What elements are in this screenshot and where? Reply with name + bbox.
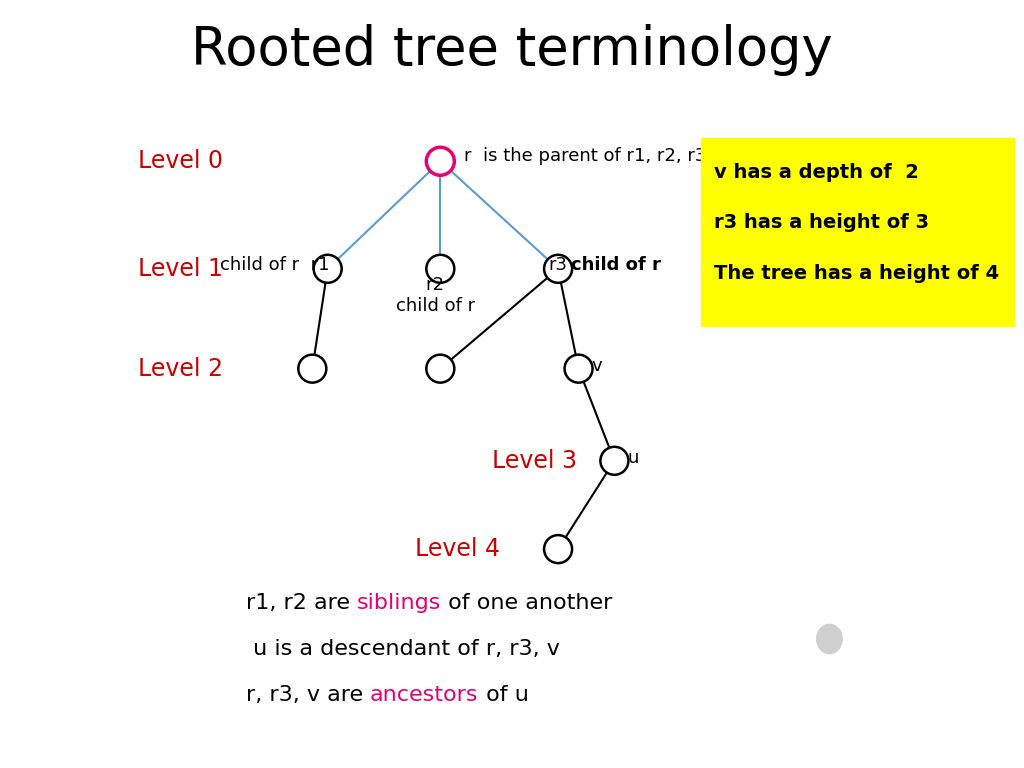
Text: r, r3, v are: r, r3, v are [246, 685, 370, 705]
Text: siblings: siblings [357, 593, 441, 613]
Text: u is a descendant of r, r3, v: u is a descendant of r, r3, v [246, 639, 560, 659]
Text: Level 2: Level 2 [138, 356, 223, 381]
Text: v has a depth of  2: v has a depth of 2 [714, 163, 919, 181]
Text: u: u [628, 449, 639, 468]
Ellipse shape [426, 147, 455, 175]
Text: v: v [592, 357, 602, 376]
Text: Level 4: Level 4 [415, 537, 500, 561]
Text: r1, r2 are: r1, r2 are [246, 593, 357, 613]
Text: of one another: of one another [441, 593, 612, 613]
Text: r2
child of r: r2 child of r [395, 276, 475, 316]
Text: child of r: child of r [571, 256, 662, 274]
Ellipse shape [544, 535, 572, 563]
Text: Level 1: Level 1 [138, 257, 223, 281]
Text: r  is the parent of r1, r2, r3: r is the parent of r1, r2, r3 [464, 147, 707, 165]
Text: Rooted tree terminology: Rooted tree terminology [191, 24, 833, 76]
Text: of u: of u [478, 685, 528, 705]
Text: child of r  r1: child of r r1 [220, 256, 330, 274]
Text: ancestors: ancestors [370, 685, 478, 705]
Ellipse shape [817, 624, 842, 654]
Ellipse shape [313, 255, 342, 283]
Text: r3: r3 [549, 256, 568, 274]
Text: r3 has a height of 3: r3 has a height of 3 [714, 214, 929, 233]
FancyBboxPatch shape [701, 138, 1014, 326]
Ellipse shape [426, 355, 455, 382]
Ellipse shape [564, 355, 593, 382]
Text: The tree has a height of 4: The tree has a height of 4 [714, 264, 998, 283]
Text: Level 3: Level 3 [492, 449, 577, 473]
Text: Level 0: Level 0 [138, 149, 223, 174]
Ellipse shape [298, 355, 327, 382]
Ellipse shape [426, 255, 455, 283]
Ellipse shape [544, 255, 572, 283]
Ellipse shape [600, 447, 629, 475]
